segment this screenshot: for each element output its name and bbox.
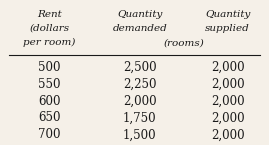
Text: 600: 600 — [38, 95, 61, 108]
Text: 2,000: 2,000 — [211, 78, 245, 91]
Text: 1,750: 1,750 — [123, 112, 157, 125]
Text: 2,000: 2,000 — [123, 95, 157, 108]
Text: per room): per room) — [23, 38, 76, 47]
Text: 2,000: 2,000 — [211, 61, 245, 74]
Text: 2,000: 2,000 — [211, 112, 245, 125]
Text: 2,500: 2,500 — [123, 61, 157, 74]
Text: (dollars: (dollars — [29, 24, 69, 33]
Text: Quantity: Quantity — [117, 10, 162, 19]
Text: 2,250: 2,250 — [123, 78, 157, 91]
Text: 550: 550 — [38, 78, 61, 91]
Text: 2,000: 2,000 — [211, 128, 245, 141]
Text: demanded: demanded — [112, 24, 167, 33]
Text: Quantity: Quantity — [205, 10, 250, 19]
Text: 2,000: 2,000 — [211, 95, 245, 108]
Text: 1,500: 1,500 — [123, 128, 157, 141]
Text: 700: 700 — [38, 128, 61, 141]
Text: supplied: supplied — [205, 24, 250, 33]
Text: (rooms): (rooms) — [163, 38, 204, 47]
Text: 650: 650 — [38, 112, 61, 125]
Text: 500: 500 — [38, 61, 61, 74]
Text: Rent: Rent — [37, 10, 62, 19]
